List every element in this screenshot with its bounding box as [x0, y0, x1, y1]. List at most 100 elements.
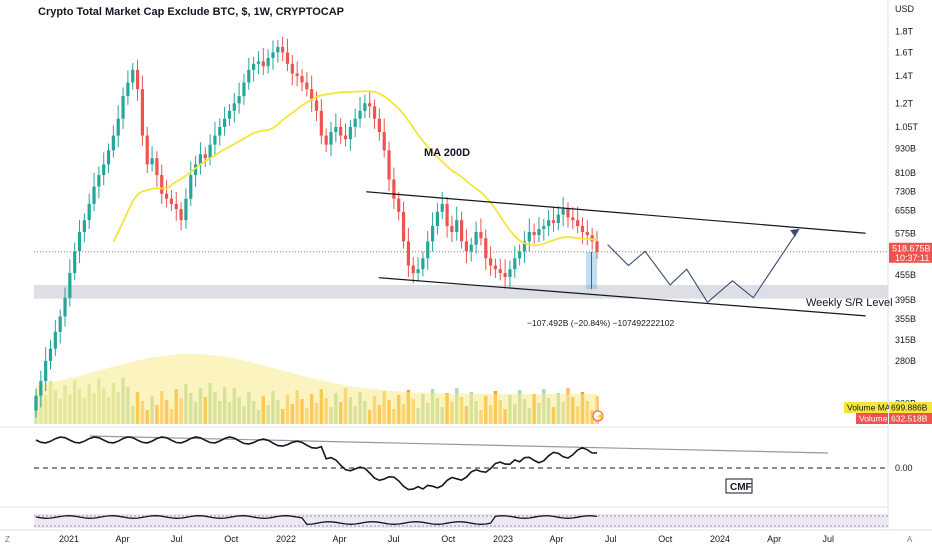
auto-scale-icon[interactable]: A [907, 535, 913, 544]
y-tick-label: 655B [895, 205, 916, 215]
candle-body [324, 135, 328, 145]
candle-body [566, 209, 570, 218]
y-tick-label: 355B [895, 314, 916, 324]
alert-icon-glyph: ⚡ [596, 411, 606, 421]
candle-body [464, 241, 469, 252]
alert-icon[interactable] [592, 410, 604, 422]
candle-body [348, 126, 352, 140]
candle-body [174, 203, 178, 210]
candle-body [580, 225, 585, 232]
x-tick-label: Jul [171, 534, 183, 544]
channel-lower-line [378, 277, 866, 317]
ma-200-line [112, 90, 598, 247]
candle-body [242, 82, 246, 97]
candle-body [527, 231, 531, 242]
candle-body [295, 73, 299, 77]
candles [34, 36, 599, 418]
candle-body [227, 110, 232, 119]
x-tick-label: Jul [388, 534, 400, 544]
candle-body [314, 100, 319, 111]
candle-body [513, 258, 517, 270]
candle-body [203, 154, 207, 159]
y-axis-ticks: 1.8T 1.6T 1.4T 1.2T 1.05T 930B 810B 730B 655B 575… [895, 27, 919, 409]
y-tick-label: 315B [895, 335, 916, 345]
candle-body [392, 179, 396, 199]
last-price-countdown: 10:37:11 [895, 253, 929, 263]
svg-text:Volume: Volume [859, 414, 888, 424]
x-tick-label: 2024 [710, 534, 730, 544]
candle-body [532, 231, 536, 236]
candle-body [339, 126, 343, 136]
candle-body [450, 225, 454, 232]
cmf-line [35, 436, 598, 491]
x-tick-label: Oct [224, 534, 239, 544]
candle-body [131, 69, 135, 83]
candle-body [368, 103, 372, 107]
volume-ma-area [36, 354, 597, 424]
candle-body [343, 135, 348, 140]
candle-body [522, 241, 527, 252]
candle-body [116, 118, 120, 136]
candle-body [73, 251, 77, 274]
candle-body [430, 225, 435, 242]
candle-body [537, 228, 541, 236]
candle-body [406, 241, 410, 266]
zoom-icon[interactable]: Z [5, 535, 10, 544]
x-axis-ticks: 2021 Apr Jul Oct 2022 Apr Jul Oct 2023 Apr Jul Oct 2… [59, 534, 834, 544]
y-tick-label: 1.8T [895, 27, 914, 37]
cmf-trendline [89, 435, 829, 454]
candle-body [493, 265, 498, 270]
cmf-label-box [725, 478, 753, 494]
candle-body [63, 297, 67, 317]
candle-body [261, 61, 265, 67]
candle-body [102, 164, 106, 176]
x-tick-label: 2021 [59, 534, 79, 544]
candle-body [266, 58, 270, 67]
candle-body [469, 244, 473, 252]
candle-body [498, 269, 502, 274]
candle-body [353, 118, 357, 127]
candle-body [421, 258, 425, 270]
y-tick-label: 455B [895, 270, 916, 280]
candle-body [561, 209, 565, 215]
candle-body [474, 231, 478, 245]
candle-body [547, 220, 551, 226]
candle-body [82, 220, 86, 232]
x-tick-label: Jul [605, 534, 617, 544]
candle-body [140, 89, 144, 136]
candle-body [503, 273, 507, 277]
svg-text:699.886B: 699.886B [891, 403, 928, 413]
candle-body [155, 158, 159, 176]
x-tick-label: Oct [441, 534, 456, 544]
x-tick-label: Apr [115, 534, 129, 544]
y-tick-label: 810B [895, 168, 916, 178]
candle-body [445, 203, 449, 226]
oscillator-line [35, 515, 598, 525]
candle-body [237, 96, 241, 104]
projection-path [607, 228, 800, 304]
candle-body [489, 258, 493, 266]
candle-body [87, 203, 91, 221]
candle-body [145, 135, 149, 165]
svg-text:Volume MA: Volume MA [847, 403, 891, 413]
support-zone-label: Weekly S/R Level [806, 297, 893, 309]
x-tick-label: Jul [822, 534, 834, 544]
candle-body [77, 231, 82, 252]
candle-body [53, 331, 57, 349]
candle-body [213, 135, 217, 145]
candle-body [576, 220, 580, 226]
candle-body [459, 220, 464, 242]
support-zone [34, 284, 888, 299]
candle-body [135, 69, 140, 90]
candle-body [285, 52, 290, 64]
candle-body [252, 63, 256, 70]
last-price-badge: 518.675B 10:37:11 [889, 242, 932, 263]
y-tick-label: 280B [895, 356, 916, 366]
candle-body [435, 211, 440, 226]
candle-body [426, 241, 430, 259]
candle-body [387, 150, 391, 180]
candle-body [281, 46, 285, 53]
candle-body [48, 348, 53, 361]
candle-body [247, 69, 251, 83]
